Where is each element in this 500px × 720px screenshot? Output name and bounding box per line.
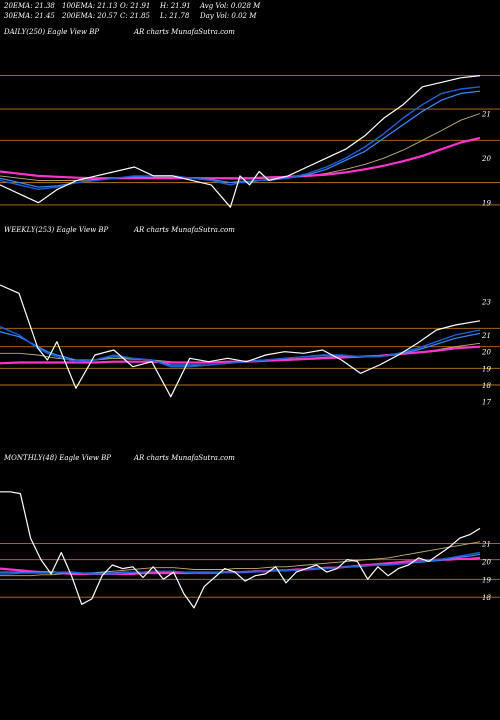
- stat-100ema: 100EMA: 21.13: [62, 2, 118, 10]
- weekly-y-tick-0: 23: [481, 299, 491, 307]
- weekly-y-tick-3: 19: [482, 365, 491, 373]
- daily-panel: 21 20 19: [0, 75, 500, 208]
- stat-30ema: 30EMA: 21.45: [4, 12, 55, 20]
- stat-low: L: 21.78: [159, 12, 190, 20]
- monthly-ema20-line: [0, 551, 481, 575]
- daily-price-line: [0, 75, 481, 208]
- monthly-y-tick-0: 21: [481, 541, 491, 549]
- weekly-y-tick-2: 20: [481, 349, 491, 357]
- daily-y-tick-2: 19: [482, 200, 491, 208]
- stat-high: H: 21.91: [159, 2, 191, 10]
- weekly-y-tick-4: 18: [482, 382, 491, 390]
- stat-day-vol: Day Vol: 0.02 M: [199, 12, 257, 20]
- weekly-y-tick-1: 21: [481, 332, 491, 340]
- daily-ema200-line: [0, 136, 481, 180]
- monthly-y-tick-2: 19: [482, 576, 491, 584]
- weekly-y-tick-5: 17: [482, 399, 491, 407]
- monthly-y-tick-1: 20: [481, 558, 491, 566]
- weekly-panel: 23 21 20 19 18 17: [0, 284, 500, 407]
- stat-200ema: 200EMA: 20.57: [61, 12, 118, 20]
- monthly-panel-watermark: AR charts MunafaSutra.com: [133, 454, 235, 462]
- monthly-ema100-line: [0, 541, 481, 577]
- daily-panel-watermark: AR charts MunafaSutra.com: [133, 28, 235, 36]
- weekly-panel-watermark: AR charts MunafaSutra.com: [133, 226, 235, 234]
- stat-avg-vol: Avg Vol: 0.028 M: [199, 2, 261, 10]
- daily-y-tick-1: 20: [481, 155, 491, 163]
- monthly-y-tick-3: 18: [482, 594, 491, 602]
- monthly-panel: 21 20 19 18: [0, 491, 500, 609]
- stat-close: C: 21.85: [120, 12, 151, 20]
- weekly-panel-title: WEEKLY(253) Eagle View BP: [4, 226, 109, 234]
- daily-ema20-line: [0, 86, 481, 191]
- monthly-price-line: [0, 491, 481, 609]
- daily-panel-title: DAILY(250) Eagle View BP: [3, 28, 99, 36]
- monthly-panel-title: MONTHLY(48) Eagle View BP: [3, 454, 111, 462]
- stat-20ema: 20EMA: 21.38: [3, 2, 55, 10]
- stat-open: O: 21.91: [120, 2, 150, 10]
- daily-ema30-line: [0, 90, 481, 188]
- daily-y-tick-0: 21: [481, 111, 491, 119]
- weekly-price-line: [0, 284, 481, 398]
- daily-ema100-line: [0, 113, 481, 181]
- header-stats: 20EMA: 21.38 100EMA: 21.13 O: 21.91 H: 2…: [3, 2, 261, 20]
